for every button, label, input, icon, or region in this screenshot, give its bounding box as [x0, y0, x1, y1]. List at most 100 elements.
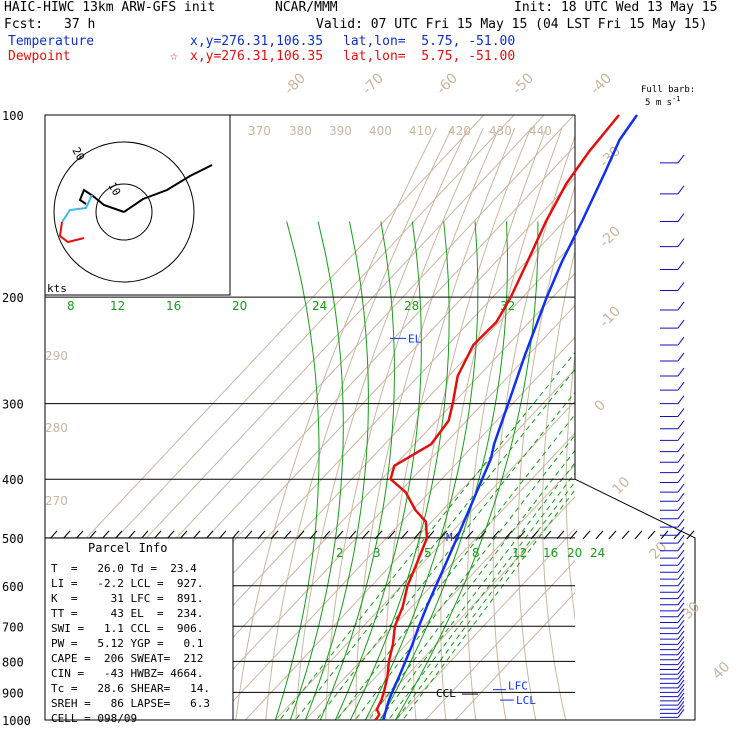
dewpoint-profile [374, 114, 620, 721]
wind-barb-flag [677, 501, 685, 511]
hodograph: 10 20 kts [44, 114, 231, 296]
wind-barb-flag [677, 608, 685, 618]
valid-time: Valid: 07 UTC Fri 15 May 15 (04 LST Fri … [316, 17, 708, 32]
parcel-row: SREH = 86 LAPSE= 6.3 [51, 697, 210, 710]
dry-adiabat-line [412, 127, 532, 720]
isobar-lines [44, 114, 696, 721]
mixing-ratio-label: 24 [590, 546, 605, 560]
wind-barb-flag [677, 432, 685, 441]
parcel-title: Parcel Info [88, 541, 167, 555]
dry-adiabat-line [295, 127, 469, 720]
parcel-row: PW = 5.12 YGP = 0.1 [51, 637, 203, 650]
hodograph-trace-lower [61, 194, 93, 223]
model-title: HAIC-HIWC 13km ARW-GFS init [4, 0, 216, 15]
el-label: EL [408, 332, 422, 345]
mixing-ratio-label: 5 [424, 546, 432, 560]
init-time: Init: 18 UTC Wed 13 May 15 [514, 0, 718, 15]
mixing-ratio-line [294, 368, 575, 720]
hatch-mark [647, 530, 656, 540]
wind-barb-flag [677, 675, 685, 684]
mixing-ratio-line [336, 413, 575, 720]
hatch-mark [296, 530, 305, 540]
wind-barb-flag [677, 670, 685, 680]
dry-adiabat-line [565, 351, 575, 622]
theta-label: 270 [45, 494, 68, 508]
hatch-mark [530, 530, 539, 540]
pressure-tick-label: 300 [2, 398, 24, 412]
theta-label: 370 [248, 124, 271, 138]
wind-barb-flag [677, 646, 685, 656]
isotherm-label: -60 [434, 70, 461, 97]
isotherm-label: 30 [680, 599, 704, 623]
isotherm-label: -30 [597, 143, 624, 170]
theta-label: 290 [45, 349, 68, 363]
wind-barb-flag [677, 651, 685, 661]
pressure-tick-label: 800 [2, 655, 24, 669]
theta-label: 410 [409, 124, 432, 138]
hatch-mark [309, 530, 318, 540]
dry-adiabat-line [676, 128, 740, 733]
moist-adiabat-line [379, 221, 509, 720]
wind-barb-flag [677, 526, 685, 536]
pressure-tick-label: 1000 [2, 714, 31, 728]
melt-label: M [446, 531, 453, 544]
hatch-mark [478, 530, 487, 540]
mixing-ratio-label: 12 [110, 299, 125, 313]
hatch-mark [582, 530, 591, 540]
wind-barb-flag [677, 564, 685, 573]
hatch-mark [621, 530, 630, 540]
mixing-ratio-line [402, 489, 575, 720]
dewpoint-legend: Dewpoint [8, 49, 71, 64]
wind-barb-flag [677, 367, 685, 377]
mixing-ratio-line [354, 434, 575, 720]
hodograph-trace [78, 164, 213, 213]
hatch-mark [439, 530, 448, 540]
mixing-ratio-label: 8 [67, 299, 75, 313]
parcel-row: Tc = 28.6 SHEAR= 14. [51, 682, 210, 695]
dry-adiabat-line [655, 128, 721, 733]
hatch-mark [244, 530, 253, 540]
isotherm-label: -70 [360, 70, 387, 97]
temperature-legend: Temperature [8, 34, 95, 49]
mixing-ratio-label: 20 [567, 546, 582, 560]
mixing-ratio-label: 2 [336, 546, 344, 560]
parcel-row: CIN = -43 HWBZ= 4664. [51, 667, 203, 680]
parcel-row: CELL = 098/09 [51, 712, 137, 725]
hatch-mark [634, 530, 643, 540]
hatch-mark [400, 530, 409, 540]
hatch-mark [465, 530, 474, 540]
forecast-hour: 37 h [64, 17, 96, 32]
theta-label: 440 [529, 124, 552, 138]
wind-barb-flag [677, 679, 685, 689]
mixing-ratio-label: 16 [166, 299, 181, 313]
plot-frame [45, 478, 696, 721]
wind-barb-flag [677, 336, 685, 346]
theta-label: 280 [45, 421, 68, 435]
wind-barb-flag [677, 282, 685, 291]
mixing-ratio-line [368, 449, 575, 720]
hatch-mark [543, 530, 552, 540]
theta-label: 400 [369, 124, 392, 138]
wind-barb-flag [677, 661, 685, 670]
hodograph-frame [44, 114, 231, 296]
parcel-row: TT = 43 EL = 234. [51, 607, 203, 620]
wind-barb-flag [677, 492, 685, 502]
isotherm-label: -20 [597, 223, 624, 250]
dry-adiabat-line [355, 127, 500, 720]
hatch-mark [504, 530, 513, 540]
mixing-ratio-line [278, 351, 575, 720]
wind-barb-flag [677, 696, 685, 706]
wind-barb-flag [677, 665, 685, 675]
wind-barb-flag [677, 556, 685, 566]
temperature-xy: x,y=276.31,106.35 [190, 34, 324, 49]
wind-barb-flag [677, 590, 685, 599]
dry-adiabat-line [589, 128, 641, 733]
wind-barb-flag [677, 614, 685, 623]
wind-barb-flag [677, 518, 685, 528]
hodograph-ring [53, 141, 195, 283]
wind-barb-flag [677, 534, 685, 544]
ccl-label: CCL [436, 687, 456, 700]
wind-barb-flag [677, 238, 685, 247]
wind-barb-flag [677, 381, 685, 391]
